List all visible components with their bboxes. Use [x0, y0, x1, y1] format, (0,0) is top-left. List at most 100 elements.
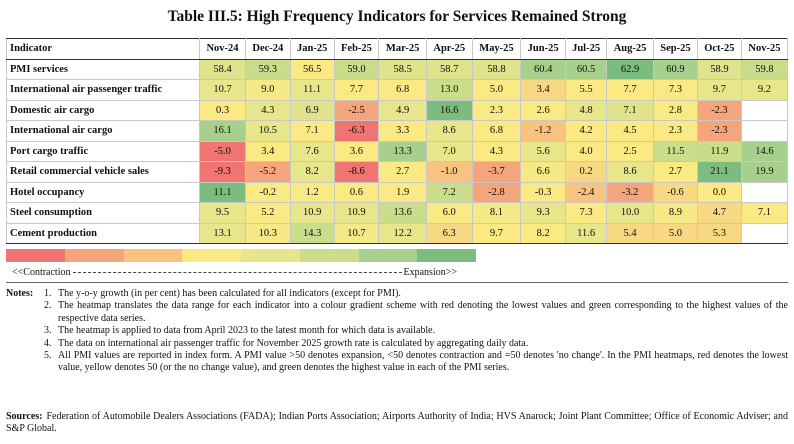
value-cell: -2.3 — [696, 99, 742, 121]
value-cell: 11.6 — [564, 222, 608, 244]
note-text: All PMI values are reported in index for… — [58, 350, 788, 374]
value-cell: 3.3 — [378, 120, 427, 142]
value-cell: -2.5 — [333, 99, 380, 121]
value-cell: 7.1 — [740, 202, 789, 224]
value-cell: 9.7 — [696, 79, 742, 101]
value-cell: 0.3 — [198, 99, 247, 121]
value-cell: 60.5 — [564, 58, 608, 80]
scale-swatch — [123, 249, 183, 262]
indicator-cell: Domestic air cargo — [6, 99, 200, 121]
value-cell: 4.7 — [696, 202, 742, 224]
note-text: The heatmap is applied to data from Apri… — [58, 325, 436, 337]
note-item: 2. The heatmap translates the data range … — [44, 300, 788, 325]
table-row: International air passenger traffic 10.7 9… — [6, 79, 789, 101]
value-cell: 58.4 — [198, 58, 247, 80]
scale-swatch — [6, 249, 65, 262]
value-cell: 8.2 — [520, 222, 566, 244]
value-cell — [740, 99, 789, 121]
header-cell: Jan-25 — [289, 38, 335, 60]
scale-swatch — [241, 249, 300, 262]
value-cell: 13.6 — [378, 202, 427, 224]
indicator-cell: Hotel occupancy — [6, 181, 200, 203]
value-cell: -2.4 — [564, 181, 608, 203]
table-row: Domestic air cargo 0.3 4.3 6.9 -2.5 4.9 16.6 2.… — [6, 99, 789, 121]
table-row: Port cargo traffic -5.0 3.4 7.6 3.6 13.3 7.0 4.… — [6, 140, 789, 162]
value-cell: 7.0 — [425, 140, 473, 162]
indicator-cell: International air passenger traffic — [6, 79, 200, 101]
value-cell: 1.9 — [378, 181, 427, 203]
value-cell: 62.9 — [606, 58, 654, 80]
value-cell: 6.9 — [289, 99, 335, 121]
note-text: The data on international air passenger … — [58, 337, 529, 349]
value-cell: -3.2 — [606, 181, 654, 203]
header-cell: Oct-25 — [696, 38, 742, 60]
value-cell: 7.2 — [425, 181, 473, 203]
value-cell: 58.8 — [471, 58, 522, 80]
value-cell: 0.2 — [564, 161, 608, 183]
value-cell: 1.2 — [289, 181, 335, 203]
value-cell: 16.6 — [425, 99, 473, 121]
value-cell: 58.7 — [425, 58, 473, 80]
value-cell: -9.3 — [198, 161, 247, 183]
value-cell: 7.7 — [606, 79, 654, 101]
indicator-cell: International air cargo — [6, 120, 200, 142]
indicator-cell: Steel consumption — [6, 202, 200, 224]
value-cell: 19.9 — [740, 161, 789, 183]
value-cell: 10.7 — [198, 79, 247, 101]
value-cell: 10.3 — [245, 222, 291, 244]
header-row: Indicator Nov-24 Dec-24 Jan-25 Feb-25 Mar-25 A… — [6, 38, 789, 60]
value-cell: 4.0 — [564, 140, 608, 162]
value-cell: 2.7 — [378, 161, 427, 183]
value-cell: 0.6 — [333, 181, 380, 203]
value-cell: -0.3 — [520, 181, 566, 203]
value-cell: 11.1 — [198, 181, 247, 203]
table-row: International air cargo 16.1 10.5 7.1 -6.3 3.… — [6, 120, 789, 142]
value-cell: 8.6 — [425, 120, 473, 142]
value-cell: 5.0 — [471, 79, 522, 101]
scale-swatch — [417, 249, 476, 262]
value-cell: 7.1 — [606, 99, 654, 121]
value-cell: 4.3 — [471, 140, 522, 162]
value-cell: 11.9 — [696, 140, 742, 162]
value-cell: 9.5 — [198, 202, 247, 224]
header-cell: Jun-25 — [520, 38, 566, 60]
note-item: 5. All PMI values are reported in index f… — [44, 350, 788, 375]
value-cell: -0.6 — [652, 181, 698, 203]
value-cell: 58.9 — [696, 58, 742, 80]
value-cell — [740, 222, 789, 244]
value-cell: 16.1 — [198, 120, 247, 142]
value-cell: 4.5 — [606, 120, 654, 142]
value-cell: 7.3 — [564, 202, 608, 224]
value-cell: 7.3 — [652, 79, 698, 101]
note-number: 4. — [44, 337, 52, 349]
value-cell: 6.8 — [471, 120, 522, 142]
value-cell: -3.7 — [471, 161, 522, 183]
value-cell: -1.0 — [425, 161, 473, 183]
value-cell: 4.3 — [245, 99, 291, 121]
scale-swatch — [358, 249, 418, 262]
value-cell: 58.5 — [378, 58, 427, 80]
value-cell: 21.1 — [696, 161, 742, 183]
header-cell: Nov-24 — [198, 38, 247, 60]
value-cell: 10.9 — [289, 202, 335, 224]
value-cell: 5.6 — [520, 140, 566, 162]
scale-swatch — [182, 249, 241, 262]
value-cell: 4.8 — [564, 99, 608, 121]
indicator-cell: PMI services — [6, 58, 200, 80]
value-cell: -8.6 — [333, 161, 380, 183]
header-cell: Aug-25 — [606, 38, 654, 60]
value-cell: 60.9 — [652, 58, 698, 80]
note-item: 3. The heatmap is applied to data from Ap… — [44, 325, 788, 337]
value-cell: 60.4 — [520, 58, 566, 80]
table-row: Cement production 13.1 10.3 14.3 10.7 12.2 6.3… — [6, 222, 789, 244]
header-cell: Apr-25 — [425, 38, 473, 60]
value-cell: 11.5 — [652, 140, 698, 162]
indicator-cell: Cement production — [6, 222, 200, 244]
header-cell: Indicator — [6, 38, 200, 60]
value-cell: 8.2 — [289, 161, 335, 183]
value-cell: 2.3 — [652, 120, 698, 142]
header-cell: May-25 — [471, 38, 522, 60]
value-cell: 13.3 — [378, 140, 427, 162]
value-cell: -2.8 — [471, 181, 522, 203]
